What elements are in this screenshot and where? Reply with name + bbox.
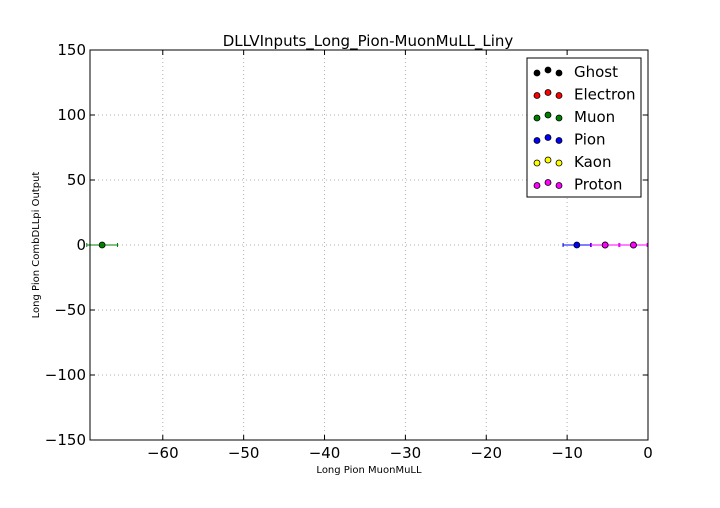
x-tick-label: −50 — [228, 444, 260, 462]
legend-marker — [555, 114, 563, 122]
legend-marker — [555, 137, 563, 144]
plot-frame — [89, 49, 649, 441]
legend-label: Ghost — [574, 63, 618, 81]
legend-label: Muon — [574, 108, 615, 126]
data-points — [86, 241, 648, 249]
legend-marker — [533, 114, 541, 122]
chart-title: DLLVInputs_Long_Pion-MuonMuLL_Liny — [223, 32, 514, 51]
x-tick-label: −20 — [470, 444, 502, 462]
legend-marker — [533, 69, 541, 77]
y-tick-label: 50 — [67, 171, 86, 189]
y-tick-label: 150 — [57, 41, 86, 59]
legend-label: Kaon — [574, 153, 611, 171]
data-point — [98, 241, 106, 249]
legend-marker — [533, 159, 541, 167]
y-axis-label: Long Pion CombDLLpi Output — [31, 172, 42, 319]
data-point — [573, 241, 581, 249]
legend-marker — [555, 69, 563, 77]
legend-label: Pion — [574, 131, 606, 149]
legend-marker — [533, 137, 541, 144]
legend-marker — [555, 182, 563, 189]
data-point — [630, 241, 637, 249]
x-tick-label: −30 — [390, 444, 422, 462]
legend-marker — [544, 111, 552, 119]
x-tick-label: −10 — [551, 444, 583, 462]
legend-marker — [544, 89, 552, 96]
legend-label: Proton — [574, 176, 622, 194]
legend-label: Electron — [574, 86, 636, 104]
x-axis-label: Long Pion MuonMuLL — [316, 465, 422, 476]
legend-marker — [544, 134, 552, 141]
legend-marker — [533, 92, 541, 99]
legend-box — [526, 57, 642, 198]
legend-marker — [555, 92, 563, 99]
legend-marker — [544, 179, 552, 186]
x-tick-label: −60 — [147, 444, 179, 462]
legend-marker — [544, 66, 552, 74]
x-tick-label: −40 — [309, 444, 341, 462]
x-tick-label: 0 — [643, 444, 653, 462]
legend: Ghost Electron Muon Pion Kaon Proton — [526, 57, 642, 198]
legend-marker — [533, 182, 541, 189]
legend-marker — [544, 156, 552, 164]
y-tick-label: 0 — [76, 236, 86, 254]
y-tick-label: −50 — [54, 301, 86, 319]
y-tick-label: 100 — [57, 106, 86, 124]
y-tick-label: −150 — [45, 431, 86, 449]
legend-marker — [555, 159, 563, 167]
y-tick-label: −100 — [45, 366, 86, 384]
data-point — [601, 241, 609, 249]
